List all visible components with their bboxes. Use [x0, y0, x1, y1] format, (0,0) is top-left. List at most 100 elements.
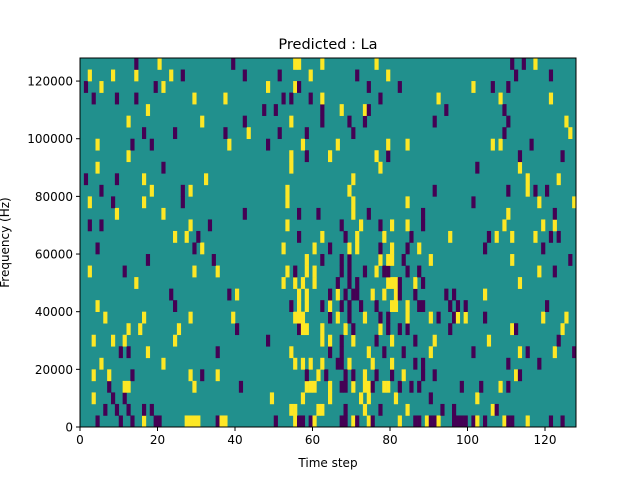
heatmap-cell-high — [293, 415, 298, 428]
heatmap-cell-low — [483, 415, 488, 428]
heatmap-cell-high — [192, 265, 197, 278]
heatmap-cell-low — [347, 265, 352, 278]
heatmap-cell-high — [114, 207, 120, 220]
heatmap-cell-high — [111, 334, 116, 347]
heatmap-cell-low — [114, 173, 120, 186]
heatmap-cell-high — [382, 380, 387, 393]
heatmap-cell-low — [401, 254, 406, 266]
heatmap-cell-low — [118, 346, 123, 359]
heatmap-cell-high — [390, 334, 395, 347]
heatmap-cell-high — [285, 184, 290, 197]
heatmap-cell-low — [111, 392, 116, 405]
heatmap-cell-high — [188, 415, 193, 428]
heatmap-cell-high — [126, 323, 131, 336]
heatmap-cell-high — [428, 346, 433, 359]
heatmap-cell-low — [386, 323, 391, 336]
heatmap-cell-high — [142, 196, 147, 209]
heatmap-cell-low — [506, 415, 511, 428]
heatmap-cell-high — [517, 161, 523, 174]
heatmap-cell-low — [227, 288, 232, 301]
heatmap-cell-low — [552, 265, 557, 278]
heatmap-cell-high — [297, 300, 302, 312]
heatmap-cell-high — [401, 369, 406, 382]
heatmap-cell-low — [560, 415, 565, 428]
heatmap-cell-low — [235, 323, 240, 336]
heatmap-cell-low — [514, 323, 519, 336]
heatmap-cell-high — [525, 415, 530, 428]
heatmap-cell-low — [328, 346, 333, 359]
heatmap-cell-low — [355, 277, 360, 289]
heatmap-cell-high — [312, 265, 317, 278]
heatmap-cell-low — [297, 230, 302, 243]
heatmap-cell-high — [161, 207, 166, 220]
heatmap-cell-high — [231, 311, 236, 324]
heatmap-cell-low — [366, 81, 371, 93]
heatmap-cell-high — [378, 323, 383, 336]
heatmap-cell-high — [320, 230, 325, 243]
heatmap-cell-low — [134, 92, 139, 105]
heatmap-cell-low — [366, 207, 371, 220]
x-tick-label: 0 — [76, 433, 84, 447]
heatmap-cell-low — [390, 369, 395, 382]
heatmap-cell-low — [537, 357, 542, 370]
heatmap-cell-low — [149, 403, 154, 416]
heatmap-cell-low — [471, 346, 476, 359]
heatmap-cell-high — [266, 81, 271, 93]
heatmap-cell-high — [304, 288, 309, 301]
heatmap-cell-high — [351, 415, 356, 428]
heatmap-cell-high — [134, 69, 139, 82]
heatmap-cell-high — [134, 277, 139, 289]
heatmap-cell-high — [320, 92, 325, 105]
chart-title: Predicted : La — [278, 37, 377, 53]
heatmap-cell-high — [351, 334, 356, 347]
heatmap-cell-high — [289, 115, 294, 128]
heatmap-cell-high — [525, 184, 530, 197]
heatmap-cell-low — [374, 300, 379, 312]
heatmap-cell-high — [455, 311, 461, 324]
heatmap-cell-high — [417, 242, 422, 255]
heatmap-cell-low — [297, 81, 302, 93]
heatmap-cell-high — [99, 357, 104, 370]
heatmap-cell-high — [568, 127, 573, 140]
heatmap-cell-low — [339, 334, 344, 347]
heatmap-cell-low — [560, 150, 565, 163]
heatmap-cell-high — [91, 334, 96, 347]
heatmap-cell-high — [374, 265, 379, 278]
heatmap-cell-high — [343, 323, 348, 336]
heatmap-cell-low — [293, 265, 298, 278]
heatmap-cell-low — [378, 92, 383, 105]
heatmap-cell-high — [471, 81, 476, 93]
heatmap-cell-low — [572, 346, 577, 359]
heatmap-cell-low — [161, 161, 166, 174]
heatmap-cell-high — [436, 415, 441, 428]
heatmap-cell-low — [463, 415, 468, 428]
heatmap-cell-high — [517, 277, 523, 289]
heatmap-cell-high — [424, 415, 430, 428]
heatmap-cell-high — [145, 104, 151, 116]
heatmap-cell-high — [308, 69, 313, 82]
heatmap-cell-low — [413, 334, 418, 347]
heatmap-cell-high — [107, 369, 112, 382]
heatmap-cell-low — [339, 219, 344, 232]
heatmap-cell-low — [173, 300, 178, 312]
heatmap-cell-low — [297, 415, 302, 428]
heatmap-cell-low — [397, 288, 402, 301]
heatmap-cell-high — [149, 184, 154, 197]
heatmap-cell-high — [347, 357, 352, 370]
heatmap-cell-high — [382, 288, 387, 301]
heatmap-cell-low — [343, 288, 348, 301]
heatmap-cell-high — [335, 288, 340, 301]
heatmap-cell-high — [219, 415, 224, 428]
heatmap-cell-low — [525, 346, 530, 359]
heatmap-cell-low — [510, 415, 515, 428]
heatmap-cell-low — [122, 265, 127, 278]
heatmap-cell-low — [405, 265, 410, 278]
heatmap-cell-low — [347, 254, 352, 266]
heatmap-cell-low — [545, 300, 550, 312]
heatmap-cell-high — [386, 254, 391, 266]
heatmap-cell-high — [91, 369, 96, 382]
y-tick-label: 120000 — [27, 75, 73, 89]
heatmap-cell-low — [130, 138, 135, 151]
heatmap-cell-low — [320, 300, 325, 312]
heatmap-cell-low — [378, 311, 383, 324]
